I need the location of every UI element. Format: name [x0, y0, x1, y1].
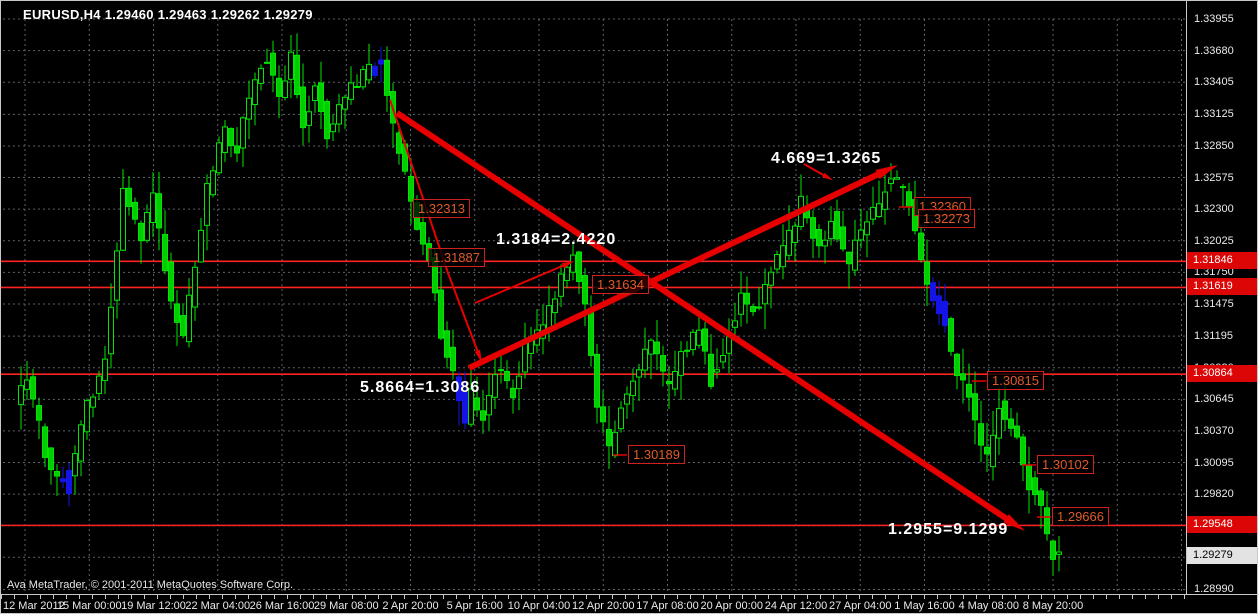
time-axis-tick: 26 Mar 16:00: [249, 600, 315, 612]
horizontal-level-lines: [1, 260, 1186, 527]
ratio-annotation: 1.3184=2.4220: [496, 231, 617, 248]
time-axis-tick: 10 Apr 04:00: [507, 600, 571, 612]
price-tag-label[interactable]: 1.30102: [1037, 455, 1094, 474]
time-axis-tick: 19 Mar 12:00: [121, 600, 186, 612]
minor-up-arrow[interactable]: [474, 260, 575, 304]
price-axis-separator: [1186, 1, 1187, 594]
time-axis-tick: 1 May 16:00: [894, 600, 955, 612]
major-downtrend-line[interactable]: [395, 110, 1025, 531]
price-axis-tick: 1.32025: [1194, 234, 1234, 247]
level-price-box: 1.30864: [1187, 365, 1257, 383]
time-axis-tick: 22 Mar 04:00: [185, 600, 251, 612]
price-axis-tick: 1.32575: [1194, 171, 1234, 184]
ratio-annotation: 1.2955=9.1299: [888, 521, 1009, 538]
price-axis-tick: 1.31750: [1194, 266, 1234, 279]
price-tag-label[interactable]: 1.29666: [1052, 507, 1109, 526]
current-price-box: 1.29279: [1187, 547, 1257, 565]
candles: [18, 33, 1062, 576]
price-tag-label[interactable]: 1.31887: [428, 248, 485, 267]
time-axis-tick: 12 Mar 2012: [3, 600, 65, 612]
price-axis-tick: 1.33680: [1194, 44, 1234, 57]
time-axis-tick: 15 Mar 00:00: [56, 600, 122, 612]
price-tag-label[interactable]: 1.30189: [628, 445, 685, 464]
price-axis-tick: 1.30095: [1194, 456, 1234, 469]
ratio-annotation: 4.669=1.3265: [771, 150, 882, 167]
price-tag-label[interactable]: 1.32273: [918, 209, 975, 228]
price-axis-tick: 1.30645: [1194, 393, 1234, 406]
time-axis-tick: 29 Mar 08:00: [313, 600, 379, 612]
level-price-box: 1.31619: [1187, 278, 1257, 296]
price-axis-tick: 1.32300: [1194, 203, 1234, 216]
price-axis-tick: 1.31195: [1194, 330, 1233, 343]
level-price-box: 1.31846: [1187, 252, 1257, 270]
time-axis-tick: 24 Apr 12:00: [764, 600, 828, 612]
tag-leader-lines: [613, 206, 1051, 518]
chart-plot-area[interactable]: [1, 1, 1258, 594]
time-axis[interactable]: 12 Mar 2012 15 Mar 00:00 19 Mar 12:00 22 Ma…: [1, 594, 1257, 613]
price-axis[interactable]: 1.33955 1.33680 1.33405 1.33125 1.32850 1.325…: [1187, 1, 1257, 596]
time-axis-tick: 2 Apr 20:00: [382, 600, 439, 612]
price-axis-tick: 1.29820: [1194, 488, 1234, 501]
price-axis-tick: 1.32850: [1194, 139, 1234, 152]
price-axis-tick: 1.33405: [1194, 76, 1234, 89]
price-axis-tick: 1.31475: [1194, 297, 1234, 310]
chart-title-quote: EURUSD,H4 1.29460 1.29463 1.29262 1.2927…: [23, 7, 313, 22]
ratio-annotation: 5.8664=1.3086: [360, 379, 481, 396]
time-axis-tick: 8 May 20:00: [1022, 600, 1084, 612]
time-axis-tick: 5 Apr 16:00: [446, 600, 503, 612]
time-axis-tick: 17 Apr 08:00: [636, 600, 699, 612]
major-uptrend-line[interactable]: [467, 164, 899, 371]
drop-line[interactable]: [389, 99, 482, 363]
level-price-box: 1.29548: [1187, 516, 1257, 534]
peak-pointer-arrow[interactable]: [803, 163, 834, 181]
price-axis-tick: 1.33125: [1194, 108, 1234, 121]
price-axis-tick: 1.30370: [1194, 424, 1234, 437]
price-axis-tick: 1.33955: [1194, 13, 1234, 25]
copyright-text: Ava MetaTrader, © 2001-2011 MetaQuotes S…: [7, 579, 294, 591]
price-axis-tick: 1.28990: [1194, 583, 1234, 596]
trend-lines: [389, 99, 1025, 531]
price-tag-label[interactable]: 1.31634: [592, 275, 649, 294]
time-axis-tick: 4 May 08:00: [958, 600, 1020, 612]
time-axis-tick: 12 Apr 20:00: [572, 600, 635, 612]
time-axis-tick: 27 Apr 04:00: [829, 600, 892, 612]
price-tag-label[interactable]: 1.32313: [413, 199, 470, 218]
time-axis-tick: 20 Apr 00:00: [700, 600, 763, 612]
price-tag-label[interactable]: 1.30815: [987, 371, 1044, 390]
